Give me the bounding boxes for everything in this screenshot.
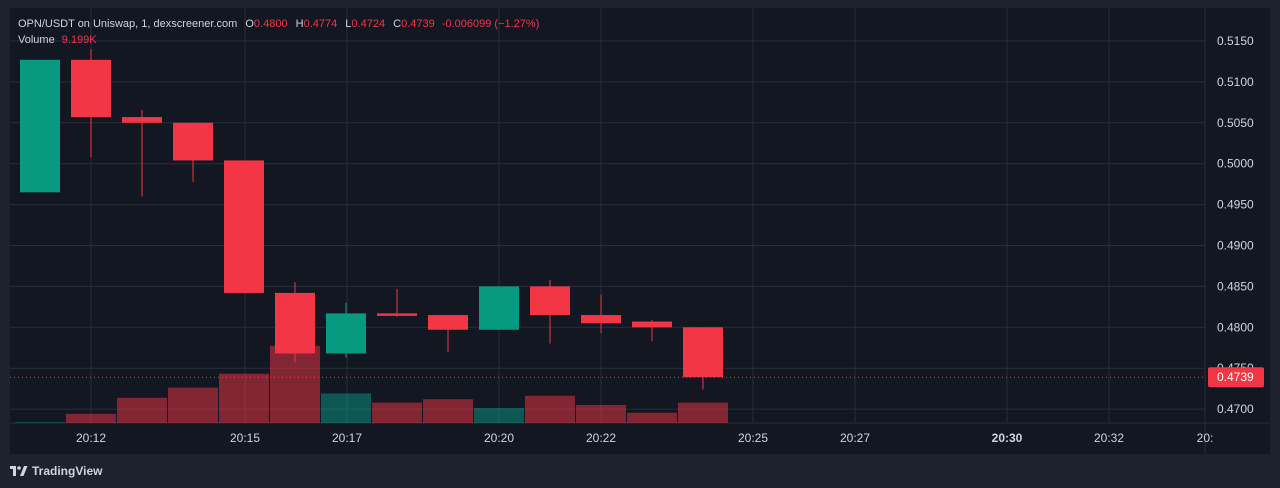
legend-high-value: 0.4774 bbox=[303, 18, 338, 30]
price-axis-label: 0.4700 bbox=[1217, 402, 1254, 416]
time-axis-label: 20:25 bbox=[738, 431, 768, 445]
time-axis-label: 20:17 bbox=[332, 431, 362, 445]
chart-legend: OPN/USDT on Uniswap, 1, dexscreener.com … bbox=[18, 16, 539, 48]
price-axis-label: 0.5100 bbox=[1217, 75, 1254, 89]
legend-open-label: O bbox=[245, 18, 254, 30]
price-axis-label: 0.4950 bbox=[1217, 198, 1254, 212]
price-axis-label: 0.5050 bbox=[1217, 116, 1254, 130]
footer-bar: TradingView bbox=[0, 454, 1280, 488]
candle-body bbox=[479, 286, 519, 330]
volume-bar bbox=[219, 373, 269, 423]
price-axis-label: 0.4800 bbox=[1217, 320, 1254, 334]
legend-volume-row: Volume 9.199K bbox=[18, 32, 539, 48]
legend-open-value: 0.4800 bbox=[253, 18, 288, 30]
volume-bar bbox=[627, 412, 677, 423]
volume-bar bbox=[168, 387, 218, 423]
candle-body bbox=[530, 286, 570, 316]
time-axis-label: 20:32 bbox=[1094, 431, 1124, 445]
volume-bar bbox=[423, 399, 473, 423]
time-axis-label: 20:27 bbox=[840, 431, 870, 445]
volume-bar bbox=[15, 422, 65, 423]
candlestick-chart[interactable]: 0.5150 0.5100 0.5050 0.5000 0.4950 0.4900 0.48… bbox=[10, 8, 1270, 454]
price-axis-label: 0.5150 bbox=[1217, 34, 1254, 48]
time-axis-label: 20:20 bbox=[484, 431, 514, 445]
tradingview-logo-icon bbox=[10, 465, 28, 477]
candle-body bbox=[224, 160, 264, 293]
candle-body bbox=[428, 315, 468, 330]
candle-body bbox=[20, 59, 60, 193]
legend-symbol: OPN/USDT on Uniswap, 1, dexscreener.com bbox=[18, 18, 238, 30]
time-axis-label: 20:15 bbox=[230, 431, 260, 445]
candle-body bbox=[71, 59, 111, 118]
legend-volume-label: Volume bbox=[18, 34, 55, 46]
time-axis-label: 20: bbox=[1197, 431, 1214, 445]
volume-bar bbox=[678, 402, 728, 423]
legend-low-label: L bbox=[345, 18, 352, 30]
tradingview-brand[interactable]: TradingView bbox=[10, 464, 102, 478]
volume-bar bbox=[321, 393, 371, 423]
legend-close-value: 0.4739 bbox=[401, 18, 435, 30]
legend-high-label: H bbox=[295, 18, 304, 30]
price-axis-label: 0.5000 bbox=[1217, 157, 1254, 171]
candle-body bbox=[632, 321, 672, 328]
legend-volume-value: 9.199K bbox=[61, 34, 97, 46]
legend-low-value: 0.4724 bbox=[351, 18, 386, 30]
volume-bar bbox=[66, 413, 116, 423]
volume-bar bbox=[474, 408, 524, 423]
legend-ohlc-row: OPN/USDT on Uniswap, 1, dexscreener.com … bbox=[18, 16, 539, 32]
last-price-label: 0.4739 bbox=[1217, 370, 1254, 384]
candle-body bbox=[326, 313, 366, 354]
volume-bar bbox=[372, 402, 422, 423]
time-axis-label: 20:30 bbox=[992, 431, 1023, 445]
volume-bar bbox=[525, 395, 575, 423]
candle-body bbox=[581, 315, 621, 324]
legend-close-label: C bbox=[393, 18, 402, 30]
time-axis-label: 20:22 bbox=[586, 431, 616, 445]
chart-area[interactable]: 0.5150 0.5100 0.5050 0.5000 0.4950 0.4900 0.48… bbox=[10, 8, 1270, 454]
candle-body bbox=[122, 117, 162, 123]
price-axis-label: 0.4850 bbox=[1217, 279, 1254, 293]
time-axis-label: 20:12 bbox=[76, 431, 106, 445]
candle-body bbox=[173, 122, 213, 161]
volume-bar bbox=[117, 397, 167, 423]
candle-body bbox=[683, 327, 723, 378]
candle-body bbox=[377, 313, 417, 316]
legend-change: -0.006099 (−1.27%) bbox=[441, 18, 540, 30]
candle-body bbox=[275, 292, 315, 354]
last-price-tag bbox=[1208, 367, 1264, 388]
volume-bar bbox=[576, 404, 626, 423]
tradingview-label: TradingView bbox=[32, 464, 103, 478]
price-axis-label: 0.4900 bbox=[1217, 239, 1254, 253]
